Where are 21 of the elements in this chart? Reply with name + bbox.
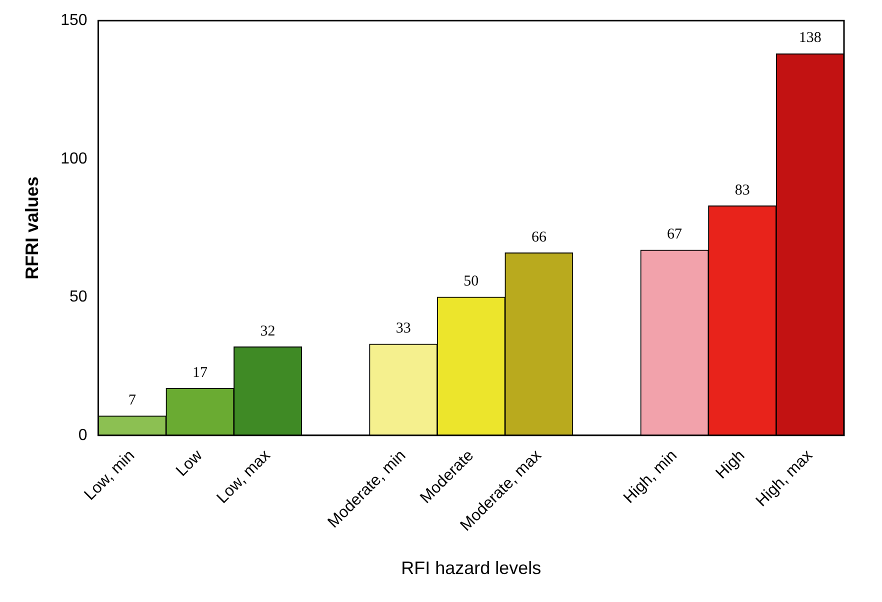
data-label: 138 [798, 30, 822, 46]
y-tick-label: 50 [70, 288, 88, 306]
data-label: 17 [192, 364, 208, 381]
data-label: 32 [260, 323, 276, 340]
x-tick-label: High, max [753, 447, 816, 510]
data-label: 7 [128, 392, 136, 408]
data-label: 33 [396, 320, 411, 337]
data-label: 50 [464, 274, 479, 290]
data-label: 67 [667, 226, 683, 243]
x-tick-label: Low [173, 446, 206, 480]
y-tick-label: 0 [78, 426, 88, 444]
y-tick-label: 100 [60, 150, 88, 168]
data-label: 66 [531, 229, 547, 246]
x-tick-label: Low, max [214, 447, 274, 507]
x-tick-label: Low, min [81, 447, 138, 504]
x-tick-label: High, min [620, 447, 680, 507]
x-tick-label: High [712, 447, 748, 482]
data-label: 83 [734, 182, 750, 198]
x-axis-title: RFI hazard levels [401, 558, 542, 578]
y-axis-title: RFRI values [22, 176, 42, 280]
y-tick-label: 150 [60, 12, 88, 30]
